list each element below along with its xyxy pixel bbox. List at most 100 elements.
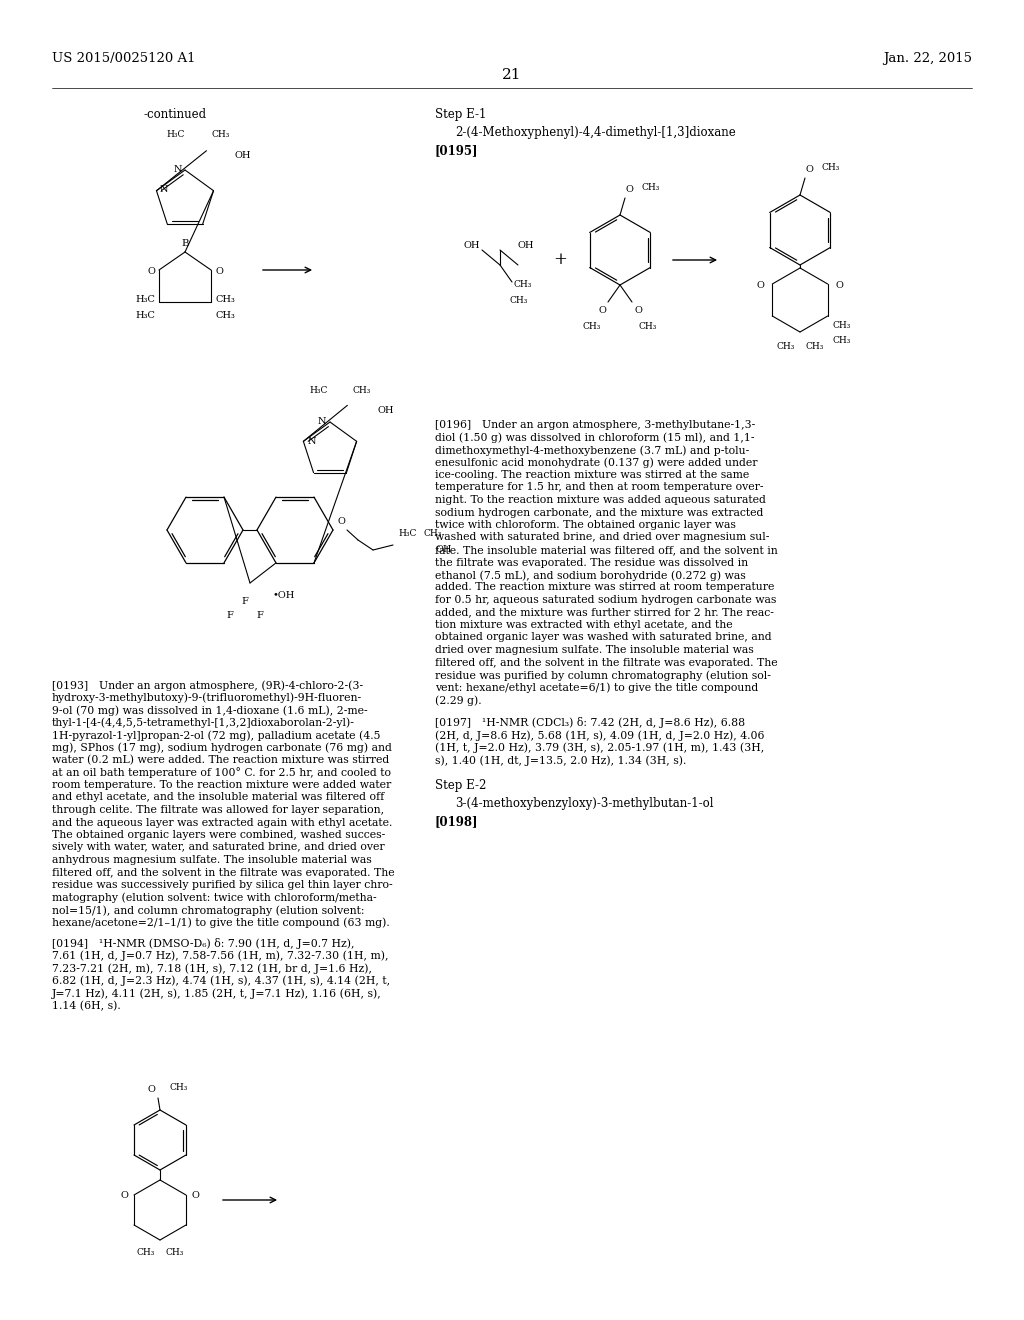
Text: tion mixture was extracted with ethyl acetate, and the: tion mixture was extracted with ethyl ac… [435,620,732,630]
Text: CH₃: CH₃ [583,322,601,331]
Text: at an oil bath temperature of 100° C. for 2.5 hr, and cooled to: at an oil bath temperature of 100° C. fo… [52,767,391,779]
Text: CH₃: CH₃ [510,296,528,305]
Text: The obtained organic layers were combined, washed succes-: The obtained organic layers were combine… [52,830,385,840]
Text: CH₃: CH₃ [514,280,532,289]
Text: F: F [257,611,263,620]
Text: CH₃: CH₃ [215,312,234,321]
Text: ice-cooling. The reaction mixture was stirred at the same: ice-cooling. The reaction mixture was st… [435,470,750,480]
Text: temperature for 1.5 hr, and then at room temperature over-: temperature for 1.5 hr, and then at room… [435,483,764,492]
Text: O: O [598,306,606,315]
Text: [0194] ¹H-NMR (DMSO-D₆) δ: 7.90 (1H, d, J=0.7 Hz),: [0194] ¹H-NMR (DMSO-D₆) δ: 7.90 (1H, d, … [52,939,354,949]
Text: CH₃: CH₃ [423,528,441,537]
Text: (2.29 g).: (2.29 g). [435,696,481,706]
Text: N: N [317,417,326,426]
Text: matography (elution solvent: twice with chloroform/metha-: matography (elution solvent: twice with … [52,892,377,903]
Text: and the aqueous layer was extracted again with ethyl acetate.: and the aqueous layer was extracted agai… [52,817,392,828]
Text: nol=15/1), and column chromatography (elution solvent:: nol=15/1), and column chromatography (el… [52,906,365,916]
Text: 6.82 (1H, d, J=2.3 Hz), 4.74 (1H, s), 4.37 (1H, s), 4.14 (2H, t,: 6.82 (1H, d, J=2.3 Hz), 4.74 (1H, s), 4.… [52,975,390,986]
Text: O: O [634,306,642,315]
Text: CH₃: CH₃ [639,322,657,331]
Text: CH₃: CH₃ [833,321,851,330]
Text: ethanol (7.5 mL), and sodium borohydride (0.272 g) was: ethanol (7.5 mL), and sodium borohydride… [435,570,745,581]
Text: diol (1.50 g) was dissolved in chloroform (15 ml), and 1,1-: diol (1.50 g) was dissolved in chlorofor… [435,433,755,444]
Text: fate. The insoluble material was filtered off, and the solvent in: fate. The insoluble material was filtere… [435,545,778,554]
Text: CH₃: CH₃ [805,342,823,351]
Text: CH₃: CH₃ [833,337,851,345]
Text: obtained organic layer was washed with saturated brine, and: obtained organic layer was washed with s… [435,632,772,643]
Text: filtered off, and the solvent in the filtrate was evaporated. The: filtered off, and the solvent in the fil… [435,657,777,668]
Text: washed with saturated brine, and dried over magnesium sul-: washed with saturated brine, and dried o… [435,532,769,543]
Text: [0196] Under an argon atmosphere, 3-methylbutane-1,3-: [0196] Under an argon atmosphere, 3-meth… [435,420,756,430]
Text: •OH: •OH [272,591,294,601]
Text: OH: OH [464,240,480,249]
Text: hexane/acetone=2/1–1/1) to give the title compound (63 mg).: hexane/acetone=2/1–1/1) to give the titl… [52,917,390,928]
Text: dimethoxymethyl-4-methoxybenzene (3.7 mL) and p-tolu-: dimethoxymethyl-4-methoxybenzene (3.7 mL… [435,445,750,455]
Text: vent: hexane/ethyl acetate=6/1) to give the title compound: vent: hexane/ethyl acetate=6/1) to give … [435,682,758,693]
Text: O: O [805,165,813,174]
Text: CH₃: CH₃ [822,164,841,173]
Text: -continued: -continued [143,108,207,121]
Text: filtered off, and the solvent in the filtrate was evaporated. The: filtered off, and the solvent in the fil… [52,867,394,878]
Text: J=7.1 Hz), 4.11 (2H, s), 1.85 (2H, t, J=7.1 Hz), 1.16 (6H, s),: J=7.1 Hz), 4.11 (2H, s), 1.85 (2H, t, J=… [52,987,382,998]
Text: 2-(4-Methoxyphenyl)-4,4-dimethyl-[1,3]dioxane: 2-(4-Methoxyphenyl)-4,4-dimethyl-[1,3]di… [455,125,736,139]
Text: Step E-1: Step E-1 [435,108,486,121]
Text: through celite. The filtrate was allowed for layer separation,: through celite. The filtrate was allowed… [52,805,384,814]
Text: CH₃: CH₃ [215,296,234,305]
Text: CH₃: CH₃ [352,385,371,395]
Text: H₃C: H₃C [309,385,328,395]
Text: added. The reaction mixture was stirred at room temperature: added. The reaction mixture was stirred … [435,582,774,593]
Text: [0198]: [0198] [435,816,478,829]
Text: O: O [120,1191,128,1200]
Text: room temperature. To the reaction mixture were added water: room temperature. To the reaction mixtur… [52,780,391,789]
Text: hydroxy-3-methylbutoxy)-9-(trifluoromethyl)-9H-fluoren-: hydroxy-3-methylbutoxy)-9-(trifluorometh… [52,693,362,704]
Text: H₃C: H₃C [398,528,417,537]
Text: O: O [757,281,764,290]
Text: [0195]: [0195] [435,144,478,157]
Text: O: O [215,268,223,276]
Text: CH₃: CH₃ [170,1084,188,1093]
Text: H₃C: H₃C [135,312,155,321]
Text: and ethyl acetate, and the insoluble material was filtered off: and ethyl acetate, and the insoluble mat… [52,792,384,803]
Text: 7.23-7.21 (2H, m), 7.18 (1H, s), 7.12 (1H, br d, J=1.6 Hz),: 7.23-7.21 (2H, m), 7.18 (1H, s), 7.12 (1… [52,964,372,974]
Text: sively with water, water, and saturated brine, and dried over: sively with water, water, and saturated … [52,842,385,853]
Text: OH: OH [518,240,535,249]
Text: F: F [242,597,249,606]
Text: CH₃: CH₃ [212,131,229,139]
Text: residue was successively purified by silica gel thin layer chro-: residue was successively purified by sil… [52,880,392,890]
Text: N: N [307,437,315,446]
Text: +: + [553,252,567,268]
Text: water (0.2 mL) were added. The reaction mixture was stirred: water (0.2 mL) were added. The reaction … [52,755,389,766]
Text: OH: OH [234,152,251,160]
Text: OH: OH [435,545,452,554]
Text: 9-ol (70 mg) was dissolved in 1,4-dioxane (1.6 mL), 2-me-: 9-ol (70 mg) was dissolved in 1,4-dioxan… [52,705,368,715]
Text: H₃C: H₃C [166,131,184,139]
Text: enesulfonic acid monohydrate (0.137 g) were added under: enesulfonic acid monohydrate (0.137 g) w… [435,458,758,469]
Text: thyl-1-[4-(4,4,5,5-tetramethyl-[1,3,2]dioxaborolan-2-yl)-: thyl-1-[4-(4,4,5,5-tetramethyl-[1,3,2]di… [52,718,355,729]
Text: O: O [338,517,346,527]
Text: (1H, t, J=2.0 Hz), 3.79 (3H, s), 2.05-1.97 (1H, m), 1.43 (3H,: (1H, t, J=2.0 Hz), 3.79 (3H, s), 2.05-1.… [435,742,764,754]
Text: mg), SPhos (17 mg), sodium hydrogen carbonate (76 mg) and: mg), SPhos (17 mg), sodium hydrogen carb… [52,742,392,754]
Text: [0197] ¹H-NMR (CDCl₃) δ: 7.42 (2H, d, J=8.6 Hz), 6.88: [0197] ¹H-NMR (CDCl₃) δ: 7.42 (2H, d, J=… [435,718,745,729]
Text: CH₃: CH₃ [642,183,660,193]
Text: added, and the mixture was further stirred for 2 hr. The reac-: added, and the mixture was further stirr… [435,607,774,618]
Text: O: O [625,186,633,194]
Text: CH₃: CH₃ [165,1247,183,1257]
Text: 21: 21 [502,69,522,82]
Text: US 2015/0025120 A1: US 2015/0025120 A1 [52,51,196,65]
Text: the filtrate was evaporated. The residue was dissolved in: the filtrate was evaporated. The residue… [435,557,749,568]
Text: H₃C: H₃C [135,296,155,305]
Text: residue was purified by column chromatography (elution sol-: residue was purified by column chromatog… [435,671,771,681]
Text: Step E-2: Step E-2 [435,780,486,792]
Text: 1H-pyrazol-1-yl]propan-2-ol (72 mg), palladium acetate (4.5: 1H-pyrazol-1-yl]propan-2-ol (72 mg), pal… [52,730,381,741]
Text: O: O [147,268,155,276]
Text: F: F [226,611,233,620]
Text: [0193] Under an argon atmosphere, (9R)-4-chloro-2-(3-: [0193] Under an argon atmosphere, (9R)-4… [52,680,364,690]
Text: O: O [836,281,844,290]
Text: 7.61 (1H, d, J=0.7 Hz), 7.58-7.56 (1H, m), 7.32-7.30 (1H, m),: 7.61 (1H, d, J=0.7 Hz), 7.58-7.56 (1H, m… [52,950,388,961]
Text: N: N [160,185,168,194]
Text: CH₃: CH₃ [776,342,795,351]
Text: O: O [191,1191,200,1200]
Text: anhydrous magnesium sulfate. The insoluble material was: anhydrous magnesium sulfate. The insolub… [52,855,372,865]
Text: s), 1.40 (1H, dt, J=13.5, 2.0 Hz), 1.34 (3H, s).: s), 1.40 (1H, dt, J=13.5, 2.0 Hz), 1.34 … [435,755,686,766]
Text: sodium hydrogen carbonate, and the mixture was extracted: sodium hydrogen carbonate, and the mixtu… [435,507,763,517]
